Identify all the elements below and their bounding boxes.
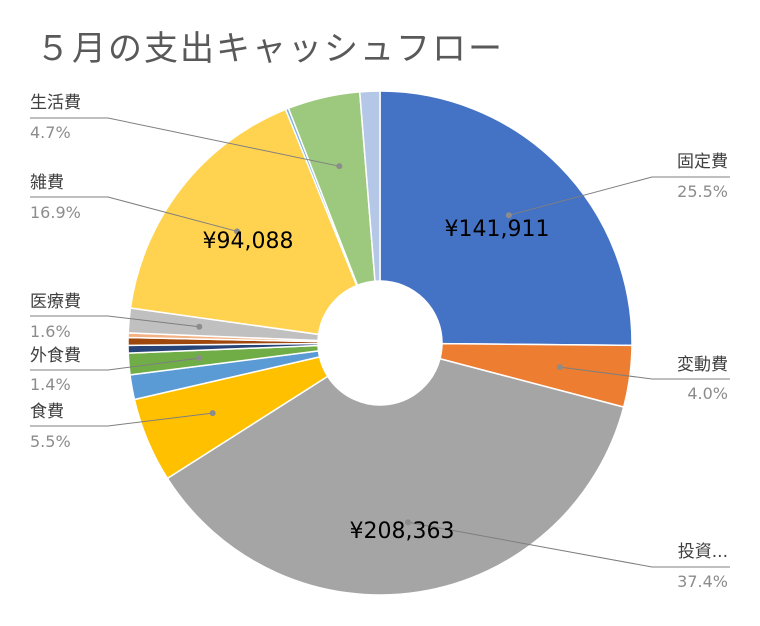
chart-slices [127,90,633,596]
label-medical-pct: 1.6% [30,322,71,341]
leader-dot-5 [196,355,203,362]
chart-title: ５月の支出キャッシュフロー [36,29,504,69]
label-food-pct: 5.5% [30,432,71,451]
slice-13 [358,90,381,283]
leader-dot-3 [209,410,216,417]
label-fixed-pct: 25.5% [677,182,728,201]
leader-line-1 [559,366,730,380]
label-living-name: 生活費 [30,93,81,113]
slice-2 [166,357,625,596]
leader-dot-12 [336,163,343,170]
leader-line-9 [30,315,200,328]
label-dining-name: 外食費 [30,346,81,366]
value-label-misc: ¥94,088 [203,229,294,254]
value-label-fixed: ¥141,911 [445,217,550,242]
leader-line-0 [508,176,730,216]
leader-line-3 [30,412,213,427]
leader-dot-1 [556,364,563,371]
slice-0 [379,90,633,347]
leader-dot-10 [234,228,241,235]
label-medical-name: 医療費 [30,292,81,312]
label-variable-pct: 4.0% [687,384,728,403]
leader-dot-9 [196,323,203,330]
leader-line-10 [30,196,238,232]
leader-line-5 [30,357,200,371]
label-investment-pct: 37.4% [677,572,728,591]
leader-line-2 [407,521,730,568]
label-misc-name: 雑費 [30,173,64,193]
slice-10 [129,108,358,336]
label-variable-name: 変動費 [677,355,728,375]
label-investment-name: 投資... [678,542,728,562]
label-living-pct: 4.7% [30,123,71,142]
value-label-investment: ¥208,363 [350,519,455,544]
leader-line-12 [30,117,340,167]
label-misc-pct: 16.9% [30,203,81,222]
label-fixed-name: 固定費 [677,152,728,172]
leader-dot-0 [505,212,512,219]
label-dining-pct: 1.4% [30,375,71,394]
leader-dot-2 [404,519,411,526]
label-food-name: 食費 [30,402,64,422]
leader-lines [30,117,730,568]
